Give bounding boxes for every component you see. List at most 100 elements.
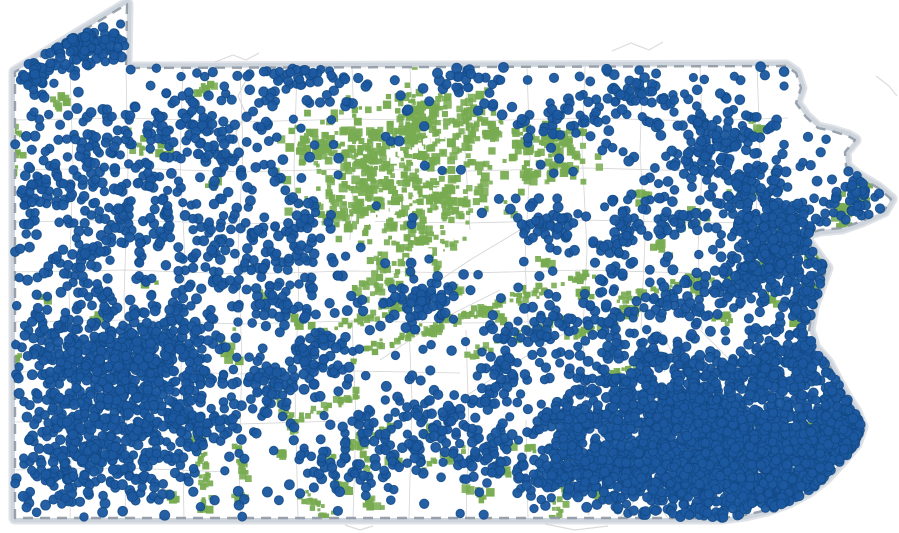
public-land-area: [432, 259, 442, 273]
map-point: [222, 186, 234, 198]
map-point: [260, 320, 272, 332]
map-point: [835, 454, 845, 465]
map-point: [218, 116, 229, 127]
map-point: [389, 75, 400, 86]
map-point: [227, 156, 238, 167]
map-point: [271, 248, 282, 259]
map-point: [198, 235, 210, 247]
map-point: [638, 396, 649, 406]
map-point: [70, 134, 81, 145]
map-point: [555, 421, 566, 433]
map-point: [797, 358, 809, 369]
map-point: [676, 488, 687, 498]
map-point: [277, 411, 288, 422]
map-point: [154, 237, 166, 249]
map-point: [536, 399, 546, 409]
map-point: [31, 507, 42, 518]
map-point: [296, 173, 307, 183]
map-point: [752, 342, 762, 353]
map-point: [522, 427, 533, 438]
map-point: [791, 367, 801, 377]
map-point: [706, 407, 718, 419]
map-point: [130, 162, 141, 173]
map-point: [209, 494, 220, 506]
map-point: [790, 294, 800, 304]
map-point: [559, 472, 570, 482]
map-point: [722, 426, 733, 438]
map-point: [656, 487, 667, 498]
map-point: [807, 299, 818, 310]
map-point: [220, 466, 230, 476]
map-point: [734, 199, 745, 210]
map-point: [669, 95, 680, 105]
map-point: [743, 251, 754, 263]
map-point: [229, 248, 240, 259]
map-point: [387, 283, 398, 294]
map-point: [204, 377, 216, 388]
map-point: [96, 345, 107, 356]
map-point: [241, 284, 252, 295]
map-point: [307, 233, 317, 243]
map-point: [308, 248, 320, 260]
map-point: [85, 259, 97, 270]
map-point: [592, 116, 604, 128]
map-point: [736, 414, 747, 425]
map-point: [110, 222, 121, 233]
map-point: [761, 325, 771, 336]
map-point: [771, 455, 782, 466]
map-point: [202, 335, 214, 346]
map-point: [90, 131, 102, 143]
map-point: [821, 400, 831, 410]
map-point: [144, 412, 155, 423]
map-point: [31, 289, 42, 300]
map-point: [417, 83, 429, 94]
map-point: [215, 332, 226, 343]
map-point: [13, 388, 25, 399]
map-point: [612, 502, 624, 514]
map-point: [271, 132, 282, 143]
map-point: [160, 351, 171, 362]
map-point: [746, 450, 756, 461]
map-point: [287, 364, 298, 375]
map-point: [54, 217, 65, 228]
map-point: [795, 480, 807, 492]
map-point: [784, 331, 795, 341]
map-point: [572, 422, 584, 434]
map-point: [108, 141, 120, 153]
map-point: [224, 451, 235, 462]
map-point: [62, 152, 73, 162]
map-point: [780, 166, 792, 178]
map-point: [161, 88, 171, 98]
map-point: [686, 137, 696, 147]
map-point: [616, 104, 628, 115]
map-point: [19, 453, 29, 463]
map-point: [309, 140, 320, 150]
map-point: [658, 418, 669, 429]
map-point: [591, 433, 601, 443]
map-point: [298, 383, 310, 395]
map-point: [29, 419, 40, 430]
map-point: [777, 148, 788, 160]
map-point: [636, 89, 647, 100]
map-point: [60, 307, 71, 318]
map-point: [695, 126, 706, 137]
map-point: [637, 112, 647, 122]
map-point: [245, 195, 256, 207]
map-point: [233, 265, 244, 276]
map-point: [730, 270, 741, 282]
map-point: [571, 128, 581, 138]
map-point: [751, 111, 762, 123]
public-land-area: [362, 495, 385, 511]
map-point: [183, 87, 194, 98]
map-point: [642, 492, 653, 503]
map-point: [248, 255, 259, 266]
map-point: [655, 130, 667, 141]
map-point: [601, 409, 612, 420]
map-point: [40, 146, 51, 157]
map-point: [105, 255, 115, 266]
map-point: [176, 427, 186, 438]
map-point: [281, 84, 291, 94]
map-point: [546, 493, 556, 503]
map-point: [598, 487, 609, 498]
map-point: [567, 440, 577, 451]
